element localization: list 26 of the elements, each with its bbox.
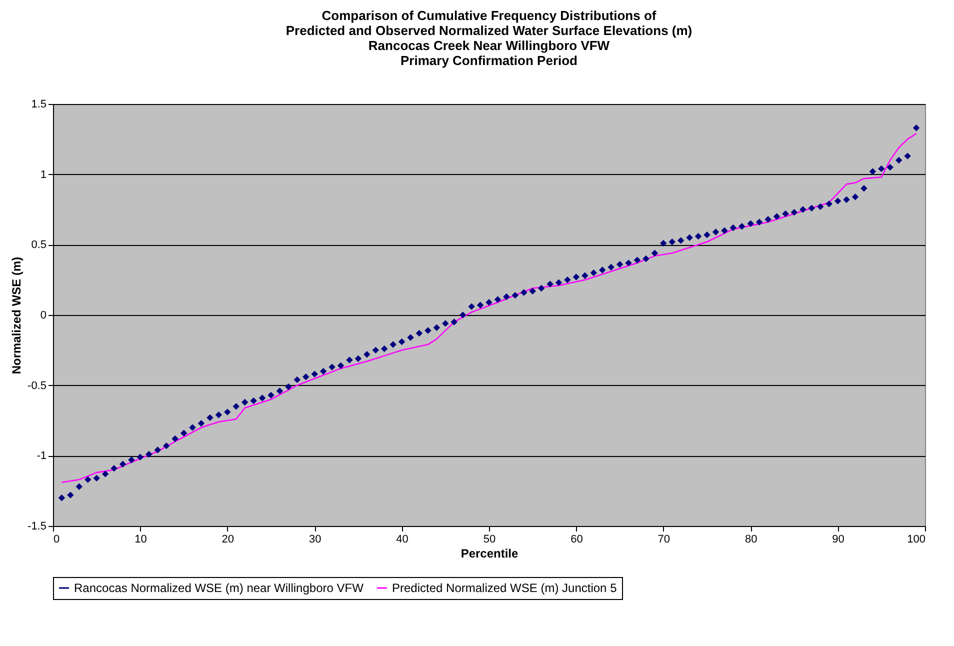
x-tick-label: 30 <box>308 534 322 546</box>
legend-label: Rancocas Normalized WSE (m) near Willingboro VFW <box>74 581 364 595</box>
y-tick-label: 0 <box>40 310 46 322</box>
y-tick-label: -0.5 <box>28 380 46 392</box>
x-tick-label: 90 <box>832 534 844 546</box>
y-tick-label: -1.5 <box>28 520 46 532</box>
x-tick-label: 10 <box>134 534 147 546</box>
x-tick-label: 100 <box>907 534 926 546</box>
x-tick-label: 0 <box>54 534 60 546</box>
text: Primary Confirmation Period <box>400 53 578 68</box>
y-tick-label: 1.5 <box>31 98 46 110</box>
y-axis-title: Normalized WSE (m) <box>10 256 24 374</box>
x-tick-label: 20 <box>222 534 234 546</box>
text: Rancocas Creek Near Willingboro VFW <box>368 38 610 53</box>
x-tick-label: 70 <box>658 534 670 546</box>
x-tick-label: 80 <box>744 534 758 546</box>
y-tick-label: 0.5 <box>31 239 46 252</box>
text: Comparison of Cumulative Frequency Distributions of <box>322 8 656 23</box>
x-tick-label: 40 <box>396 534 408 546</box>
x-axis-title: Percentile <box>460 546 518 560</box>
x-tick-label: 60 <box>570 534 583 546</box>
y-tick-label: -1 <box>36 450 46 462</box>
y-tick-label: 1 <box>40 168 46 181</box>
legend-label: Predicted Normalized WSE (m) Junction 5 <box>392 581 618 595</box>
x-tick-label: 50 <box>483 534 496 546</box>
text: Predicted and Observed Normalized Water Surface Elevations (m) <box>286 23 692 38</box>
